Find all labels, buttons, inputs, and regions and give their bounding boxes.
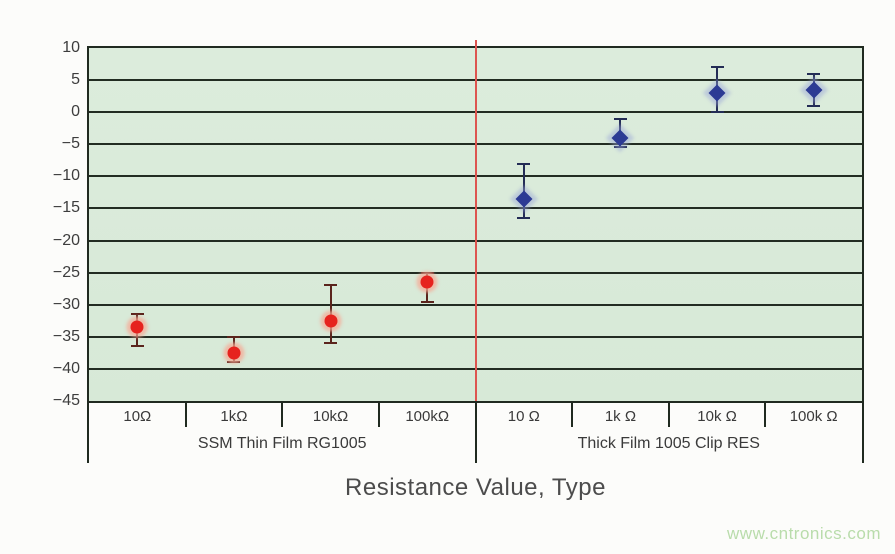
data-point-circle	[324, 314, 338, 328]
x-axis-title: Resistance Value, Type	[345, 474, 606, 501]
error-bar-cap	[420, 300, 434, 303]
data-point-diamond	[708, 84, 726, 102]
watermark: www.cntronics.com	[727, 524, 881, 543]
x-axis-category-band: SSM Thin Film RG1005 Thick Film 1005 Cli…	[87, 401, 864, 463]
error-bar-cap	[517, 162, 531, 165]
y-tick-label: −20	[52, 231, 80, 249]
error-bar-cap	[807, 72, 821, 75]
data-point-diamond	[515, 190, 533, 208]
error-bar-cap	[130, 313, 144, 316]
y-tick-label: −45	[52, 392, 80, 409]
error-bar-cap	[710, 111, 724, 114]
y-tick-label: 5	[71, 71, 80, 89]
error-bar-cap	[130, 345, 144, 348]
group-divider-line	[474, 40, 477, 401]
y-axis-tick-labels: 10 5 0 −5 −10 −15 −20 −25 −30 −35 −40 −45	[0, 0, 84, 554]
error-bar-cap	[613, 117, 627, 120]
error-bar-cap	[227, 335, 241, 338]
error-bar-cap	[420, 271, 434, 274]
group-label-left: SSM Thin Film RG1005	[197, 435, 367, 452]
data-point-circle	[420, 275, 434, 289]
category-tick	[474, 401, 477, 463]
y-tick-label: −10	[52, 167, 80, 185]
category-label: 10k Ω	[697, 408, 737, 425]
y-tick-label: −25	[52, 263, 80, 281]
y-tick-label: −30	[52, 295, 80, 313]
error-bar-cap	[613, 146, 627, 149]
y-tick-label: −5	[61, 135, 80, 153]
category-label: 100k Ω	[789, 408, 838, 425]
category-label: 10kΩ	[312, 408, 349, 425]
error-bar-cap	[324, 342, 338, 345]
error-bar-cap	[324, 284, 338, 287]
y-tick-label: −15	[52, 199, 80, 217]
y-tick-label: −40	[52, 359, 80, 377]
y-tick-label: 0	[71, 103, 80, 121]
data-point-diamond	[805, 81, 823, 99]
group-label-right: Thick Film 1005 Clip RES	[577, 435, 760, 452]
category-label: 10 Ω	[507, 408, 540, 425]
y-tick-label: 10	[62, 39, 80, 56]
category-tick	[281, 401, 284, 427]
error-bar-cap	[517, 217, 531, 220]
data-point-circle	[227, 346, 241, 360]
category-tick	[184, 401, 187, 427]
category-label: 1k Ω	[604, 408, 637, 425]
category-tick	[377, 401, 380, 427]
category-tick	[667, 401, 670, 427]
plot-area	[87, 40, 864, 403]
error-bar-cap	[710, 66, 724, 69]
error-bar-cap	[227, 361, 241, 364]
category-tick	[571, 401, 574, 427]
data-point-circle	[130, 320, 144, 334]
y-tick-label: −35	[52, 327, 80, 345]
category-label: 10Ω	[123, 408, 152, 425]
category-tick	[764, 401, 767, 427]
error-bar-cap	[807, 104, 821, 107]
category-label: 100kΩ	[405, 408, 450, 425]
category-label: 1kΩ	[220, 408, 248, 425]
